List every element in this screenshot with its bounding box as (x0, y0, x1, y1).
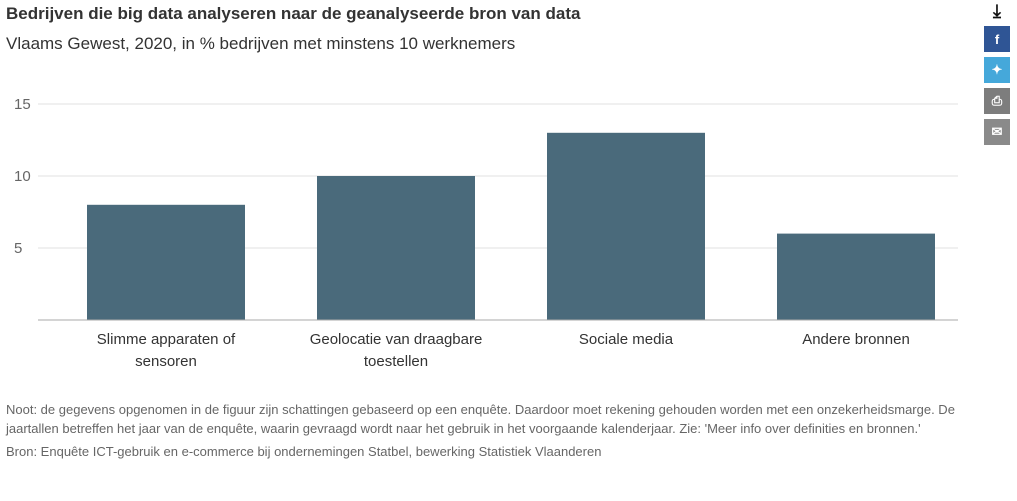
bar (87, 204, 245, 320)
download-icon[interactable]: ⤓ (993, 0, 1001, 21)
bar (777, 233, 935, 320)
x-tick-label: Geolocatie van draagbare (310, 331, 483, 348)
source-text: Bron: Enquête ICT-gebruik en e-commerce … (6, 444, 602, 459)
mail-icon[interactable]: ✉ (984, 119, 1010, 145)
x-tick-label: Andere bronnen (802, 331, 910, 348)
x-tick-label: sensoren (135, 353, 197, 370)
chart-title: Bedrijven die big data analyseren naar d… (6, 4, 581, 23)
facebook-icon[interactable]: f (984, 26, 1010, 52)
footnotes: Noot: de gegevens opgenomen in de figuur… (6, 400, 1006, 461)
chart-subtitle: Vlaams Gewest, 2020, in % bedrijven met … (6, 34, 516, 53)
bar-chart: 5 10 15 Slimme apparaten of sensoren Geolocat… (14, 96, 958, 370)
bar (317, 176, 475, 320)
share-toolbar: ⤓ f ✦ ⎙ ✉ (984, 0, 1010, 150)
print-icon[interactable]: ⎙ (984, 88, 1010, 114)
note-text: Noot: de gegevens opgenomen in de figuur… (6, 402, 955, 436)
y-tick-label: 5 (14, 240, 22, 257)
y-tick-label: 15 (14, 96, 31, 113)
x-tick-label: Sociale media (579, 331, 674, 348)
x-tick-label: Slimme apparaten of (97, 331, 236, 348)
x-tick-label: toestellen (364, 353, 428, 370)
facebook-letter: f (994, 31, 1000, 47)
bar (547, 132, 705, 320)
twitter-icon[interactable]: ✦ (984, 57, 1010, 83)
y-tick-label: 10 (14, 168, 31, 185)
